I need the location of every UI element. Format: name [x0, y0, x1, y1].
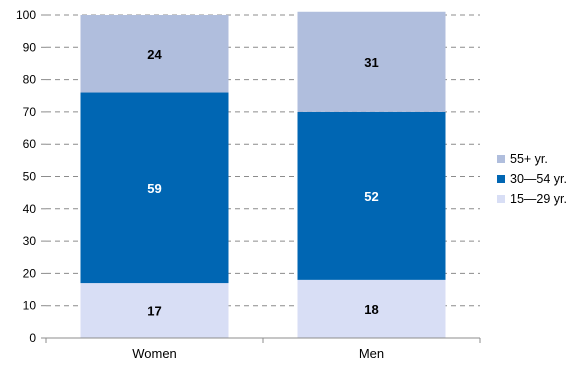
- legend-label: 30—54 yr.: [510, 172, 567, 186]
- y-tick-label: 10: [23, 299, 37, 313]
- legend-swatch: [497, 195, 505, 203]
- data-label: 18: [364, 302, 378, 317]
- y-tick-label: 30: [23, 234, 37, 248]
- legend-label: 55+ yr.: [510, 152, 548, 166]
- bar-segment: [297, 111, 446, 280]
- bar-segment: [297, 11, 446, 112]
- y-tick-label: 0: [29, 331, 36, 345]
- y-tick-label: 80: [23, 73, 37, 87]
- legend-label: 15—29 yr.: [510, 192, 567, 206]
- x-category-label: Women: [132, 346, 177, 361]
- y-axis: 0 10 20 30 40 50 60 70 80 90 100: [16, 8, 46, 345]
- data-label: 59: [147, 181, 161, 196]
- y-tick-label: 90: [23, 40, 37, 54]
- bar-segment: [80, 92, 229, 284]
- data-label: 52: [364, 189, 378, 204]
- x-axis: Women Men: [45, 337, 481, 361]
- legend-swatch: [497, 155, 505, 163]
- y-tick-label: 100: [16, 8, 36, 22]
- y-tick-label: 70: [23, 105, 37, 119]
- y-tick-label: 40: [23, 202, 37, 216]
- data-label: 24: [147, 47, 162, 62]
- y-tick-label: 50: [23, 170, 37, 184]
- data-label: 17: [147, 304, 161, 319]
- bars: 17 59 24 18 52 31: [80, 11, 446, 338]
- x-category-label: Men: [359, 346, 384, 361]
- data-label: 31: [364, 55, 378, 70]
- bar-segment: [80, 15, 229, 93]
- legend: 55+ yr. 30—54 yr. 15—29 yr.: [497, 152, 567, 206]
- y-tick-label: 60: [23, 137, 37, 151]
- bar-segment: [80, 283, 229, 338]
- bar-segment: [297, 279, 446, 338]
- legend-swatch: [497, 175, 505, 183]
- y-tick-label: 20: [23, 266, 37, 280]
